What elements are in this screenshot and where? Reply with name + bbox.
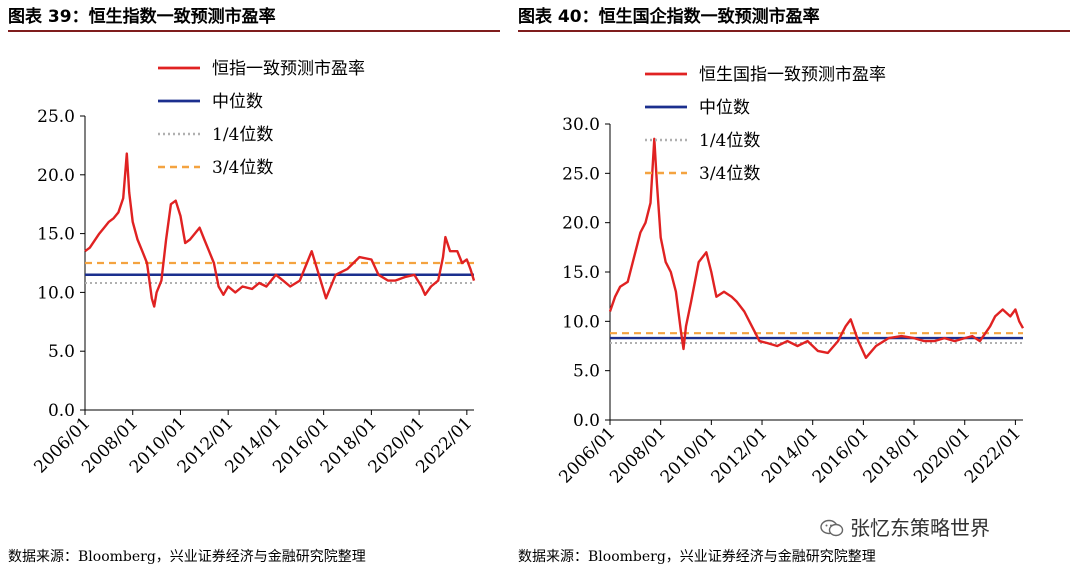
legend-label: 中位数 (699, 98, 750, 118)
y-tick-label: 20.0 (37, 166, 75, 186)
left-title-rule (8, 30, 500, 32)
legend-label: 中位数 (212, 92, 263, 112)
right-source-note: 数据来源：Bloomberg，兴业证券经济与金融研究院整理 (518, 549, 876, 565)
y-tick-label: 10.0 (562, 312, 600, 332)
y-tick-label: 15.0 (562, 263, 600, 283)
wechat-icon (820, 519, 844, 537)
left-source-note: 数据来源：Bloomberg，兴业证券经济与金融研究院整理 (8, 549, 366, 565)
y-tick-label: 5.0 (573, 362, 600, 382)
right-chart: 0.05.010.015.020.025.030.02006/012008/01… (555, 65, 1025, 487)
y-tick-label: 0.0 (573, 411, 600, 431)
y-tick-label: 5.0 (48, 342, 75, 362)
left-figure-title: 图表 39：恒生指数一致预测市盈率 (8, 7, 276, 27)
y-tick-label: 20.0 (562, 214, 600, 234)
y-tick-label: 0.0 (48, 401, 75, 421)
pe-series-line (608, 137, 1025, 359)
legend-label: 3/4位数 (212, 158, 273, 178)
watermark: 张忆东策略世界 (820, 512, 990, 541)
right-figure-title: 图表 40：恒生国企指数一致预测市盈率 (518, 7, 820, 27)
pe-series-line (84, 152, 476, 308)
legend-label: 3/4位数 (699, 164, 760, 184)
legend-label: 1/4位数 (212, 125, 273, 145)
y-tick-label: 25.0 (562, 164, 600, 184)
watermark-text: 张忆东策略世界 (850, 516, 990, 540)
left-chart: 0.05.010.015.020.025.02006/012008/012010… (30, 59, 476, 477)
y-tick-label: 30.0 (562, 115, 600, 135)
y-tick-label: 25.0 (37, 107, 75, 127)
y-tick-label: 10.0 (37, 283, 75, 303)
y-tick-label: 15.0 (37, 225, 75, 245)
legend-label: 恒生国指一致预测市盈率 (699, 65, 886, 85)
right-title-rule (518, 30, 1070, 32)
legend-label: 1/4位数 (699, 131, 760, 151)
x-tick-label: 2022/01 (961, 423, 1025, 487)
legend-label: 恒指一致预测市盈率 (212, 59, 365, 79)
